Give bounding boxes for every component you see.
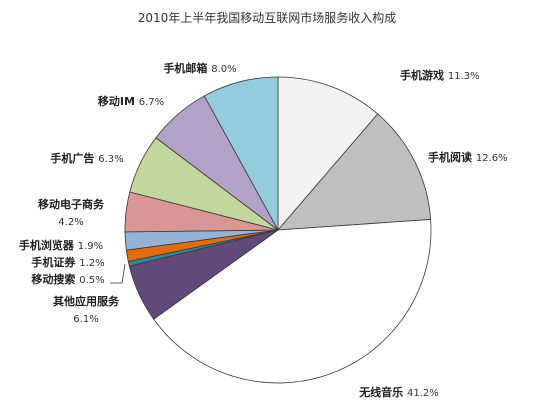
slice-label: 手机浏览器 1.9% <box>19 238 103 252</box>
slice-label: 移动电子商务 4.2% <box>38 197 105 228</box>
leader-line <box>110 263 126 284</box>
slice-label: 移动IM 6.7% <box>98 94 164 108</box>
pie-slices <box>124 76 432 384</box>
chart-title: 2010年上半年我国移动互联网市场服务收入构成 <box>138 10 397 25</box>
slice-label: 移动搜索 0.5% <box>31 272 104 286</box>
pie-slice <box>277 76 379 232</box>
slice-label: 手机广告 6.3% <box>50 151 123 165</box>
slice-label: 手机证券 1.2% <box>31 255 104 269</box>
leader-lines <box>110 263 126 284</box>
slice-label: 无线音乐 41.2% <box>358 385 439 399</box>
slice-labels: 手机游戏 11.3% 手机阅读 12.6% 无线音乐 41.2% 其他应用服务 6.1%… <box>19 61 508 399</box>
pie-slice <box>277 113 432 231</box>
pie-slice <box>153 219 432 384</box>
pie-slice <box>203 76 279 231</box>
slice-label: 其他应用服务 6.1% <box>53 294 120 325</box>
slice-label: 手机邮箱 8.0% <box>163 61 236 75</box>
slice-label: 手机游戏 11.3% <box>400 68 480 82</box>
slice-label: 手机阅读 12.6% <box>428 150 508 164</box>
